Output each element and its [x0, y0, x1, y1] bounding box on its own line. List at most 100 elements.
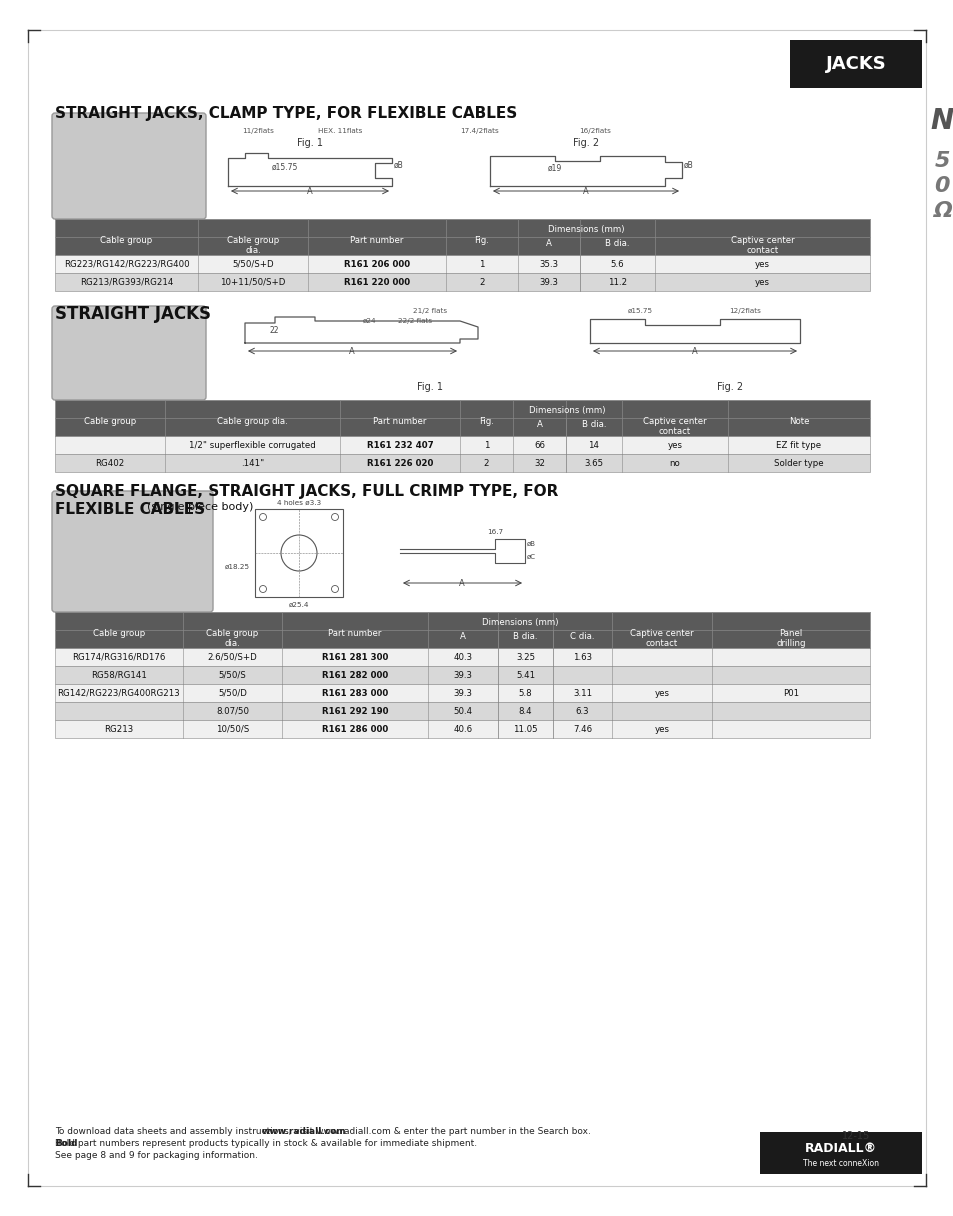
- FancyBboxPatch shape: [52, 491, 213, 612]
- Text: 5.41: 5.41: [516, 670, 535, 680]
- Text: yes: yes: [667, 440, 681, 450]
- FancyBboxPatch shape: [55, 666, 869, 685]
- Text: Part number: Part number: [350, 236, 403, 244]
- Text: RG142/RG223/RG400RG213: RG142/RG223/RG400RG213: [57, 688, 180, 698]
- Text: B dia.: B dia.: [581, 420, 605, 429]
- Text: ø18.25: ø18.25: [225, 564, 250, 570]
- Text: RG223/RG142/RG223/RG400: RG223/RG142/RG223/RG400: [64, 259, 189, 269]
- Text: 7.46: 7.46: [573, 725, 592, 733]
- Text: Captive center
contact: Captive center contact: [730, 236, 794, 255]
- Text: RG58/RG141: RG58/RG141: [91, 670, 147, 680]
- Text: Bold part numbers represent products typically in stock & available for immediat: Bold part numbers represent products typ…: [55, 1139, 476, 1148]
- FancyBboxPatch shape: [55, 400, 869, 437]
- Text: RG402: RG402: [95, 458, 125, 467]
- Text: Dimensions (mm): Dimensions (mm): [529, 406, 605, 415]
- Text: B dia.: B dia.: [513, 632, 537, 641]
- Text: C dia.: C dia.: [570, 632, 594, 641]
- Text: ø25.4: ø25.4: [289, 602, 309, 608]
- Text: Cable group: Cable group: [100, 236, 152, 244]
- Text: 2: 2: [478, 277, 484, 287]
- Text: øB: øB: [683, 161, 693, 170]
- Text: no: no: [669, 458, 679, 467]
- Text: STRAIGHT JACKS, CLAMP TYPE, FOR FLEXIBLE CABLES: STRAIGHT JACKS, CLAMP TYPE, FOR FLEXIBLE…: [55, 106, 517, 122]
- Text: 39.3: 39.3: [453, 670, 472, 680]
- FancyBboxPatch shape: [55, 720, 869, 738]
- Text: The next conneXion: The next conneXion: [802, 1160, 878, 1169]
- Text: Fig.: Fig.: [478, 417, 494, 426]
- Text: .141": .141": [240, 458, 264, 467]
- FancyBboxPatch shape: [52, 306, 206, 400]
- Text: øB: øB: [526, 541, 536, 547]
- Text: A: A: [545, 240, 552, 248]
- FancyBboxPatch shape: [789, 40, 921, 88]
- FancyBboxPatch shape: [55, 648, 869, 666]
- Text: 40.6: 40.6: [453, 725, 472, 733]
- Text: yes: yes: [654, 725, 669, 733]
- Text: R161 281 300: R161 281 300: [321, 653, 388, 662]
- Text: 16/2flats: 16/2flats: [578, 128, 610, 134]
- Text: Fig.: Fig.: [474, 236, 489, 244]
- Text: 10/50/S: 10/50/S: [215, 725, 249, 733]
- Text: 2.6/50/S+D: 2.6/50/S+D: [208, 653, 257, 662]
- Text: A: A: [536, 420, 542, 429]
- Text: R161 283 000: R161 283 000: [321, 688, 388, 698]
- Text: 14: 14: [588, 440, 598, 450]
- Text: Ω: Ω: [932, 201, 950, 221]
- Text: www.radiall.com: www.radiall.com: [261, 1127, 346, 1136]
- Text: 21/2 flats: 21/2 flats: [413, 308, 447, 314]
- Text: Dimensions (mm): Dimensions (mm): [548, 225, 624, 233]
- Text: RG213: RG213: [104, 725, 133, 733]
- Text: Cable group: Cable group: [84, 417, 136, 426]
- Text: 11/2flats: 11/2flats: [242, 128, 274, 134]
- Text: 1.63: 1.63: [573, 653, 592, 662]
- Text: R161 286 000: R161 286 000: [321, 725, 388, 733]
- Text: 39.3: 39.3: [539, 277, 558, 287]
- Text: yes: yes: [654, 688, 669, 698]
- Text: 1: 1: [483, 440, 489, 450]
- Text: 3.25: 3.25: [516, 653, 535, 662]
- Text: 5/50/S: 5/50/S: [218, 670, 246, 680]
- Text: FLEXIBLE CABLES: FLEXIBLE CABLES: [55, 502, 205, 517]
- Text: Fig. 2: Fig. 2: [717, 382, 742, 392]
- Text: 5: 5: [933, 151, 949, 171]
- Text: 8.07/50: 8.07/50: [215, 706, 249, 715]
- Text: 5/50/D: 5/50/D: [218, 688, 247, 698]
- Text: Fig. 1: Fig. 1: [416, 382, 442, 392]
- Text: Captive center
contact: Captive center contact: [642, 417, 706, 437]
- Text: JACKS: JACKS: [824, 55, 885, 73]
- Text: R161 232 407: R161 232 407: [366, 440, 433, 450]
- Text: To download data sheets and assembly instructions, visit www.radiall.com & enter: To download data sheets and assembly ins…: [55, 1127, 590, 1136]
- Text: Fig. 2: Fig. 2: [573, 137, 598, 148]
- Text: 66: 66: [534, 440, 544, 450]
- Text: RADIALL®: RADIALL®: [804, 1142, 876, 1154]
- Text: 50.4: 50.4: [453, 706, 472, 715]
- FancyBboxPatch shape: [52, 113, 206, 219]
- Text: 3.11: 3.11: [573, 688, 592, 698]
- Text: 10+11/50/S+D: 10+11/50/S+D: [220, 277, 285, 287]
- Text: 17.4/2flats: 17.4/2flats: [460, 128, 498, 134]
- Text: Panel
drilling: Panel drilling: [776, 629, 805, 648]
- Text: Dimensions (mm): Dimensions (mm): [481, 618, 558, 627]
- Text: Cable group
dia.: Cable group dia.: [227, 236, 279, 255]
- FancyBboxPatch shape: [55, 454, 869, 472]
- Text: 0: 0: [933, 176, 949, 196]
- Text: 11.05: 11.05: [513, 725, 537, 733]
- Text: R161 292 190: R161 292 190: [321, 706, 388, 715]
- Text: 1/2" superflexible corrugated: 1/2" superflexible corrugated: [189, 440, 315, 450]
- Text: Cable group
dia.: Cable group dia.: [206, 629, 258, 648]
- Text: ø19: ø19: [547, 164, 561, 173]
- Text: 11.2: 11.2: [607, 277, 626, 287]
- Text: STRAIGHT JACKS: STRAIGHT JACKS: [55, 305, 211, 323]
- Text: 5.6: 5.6: [610, 259, 623, 269]
- Text: RG213/RG393/RG214: RG213/RG393/RG214: [80, 277, 173, 287]
- Text: 4 holes ø3.3: 4 holes ø3.3: [276, 500, 321, 506]
- Text: Cable group: Cable group: [92, 629, 145, 638]
- Text: 16.7: 16.7: [486, 529, 502, 535]
- Text: 1: 1: [478, 259, 484, 269]
- Text: øC: øC: [526, 554, 536, 561]
- Text: A: A: [691, 347, 698, 356]
- Text: 12-15: 12-15: [841, 1131, 869, 1141]
- Text: A: A: [582, 187, 588, 196]
- Text: 32: 32: [534, 458, 544, 467]
- Text: B dia.: B dia.: [604, 240, 629, 248]
